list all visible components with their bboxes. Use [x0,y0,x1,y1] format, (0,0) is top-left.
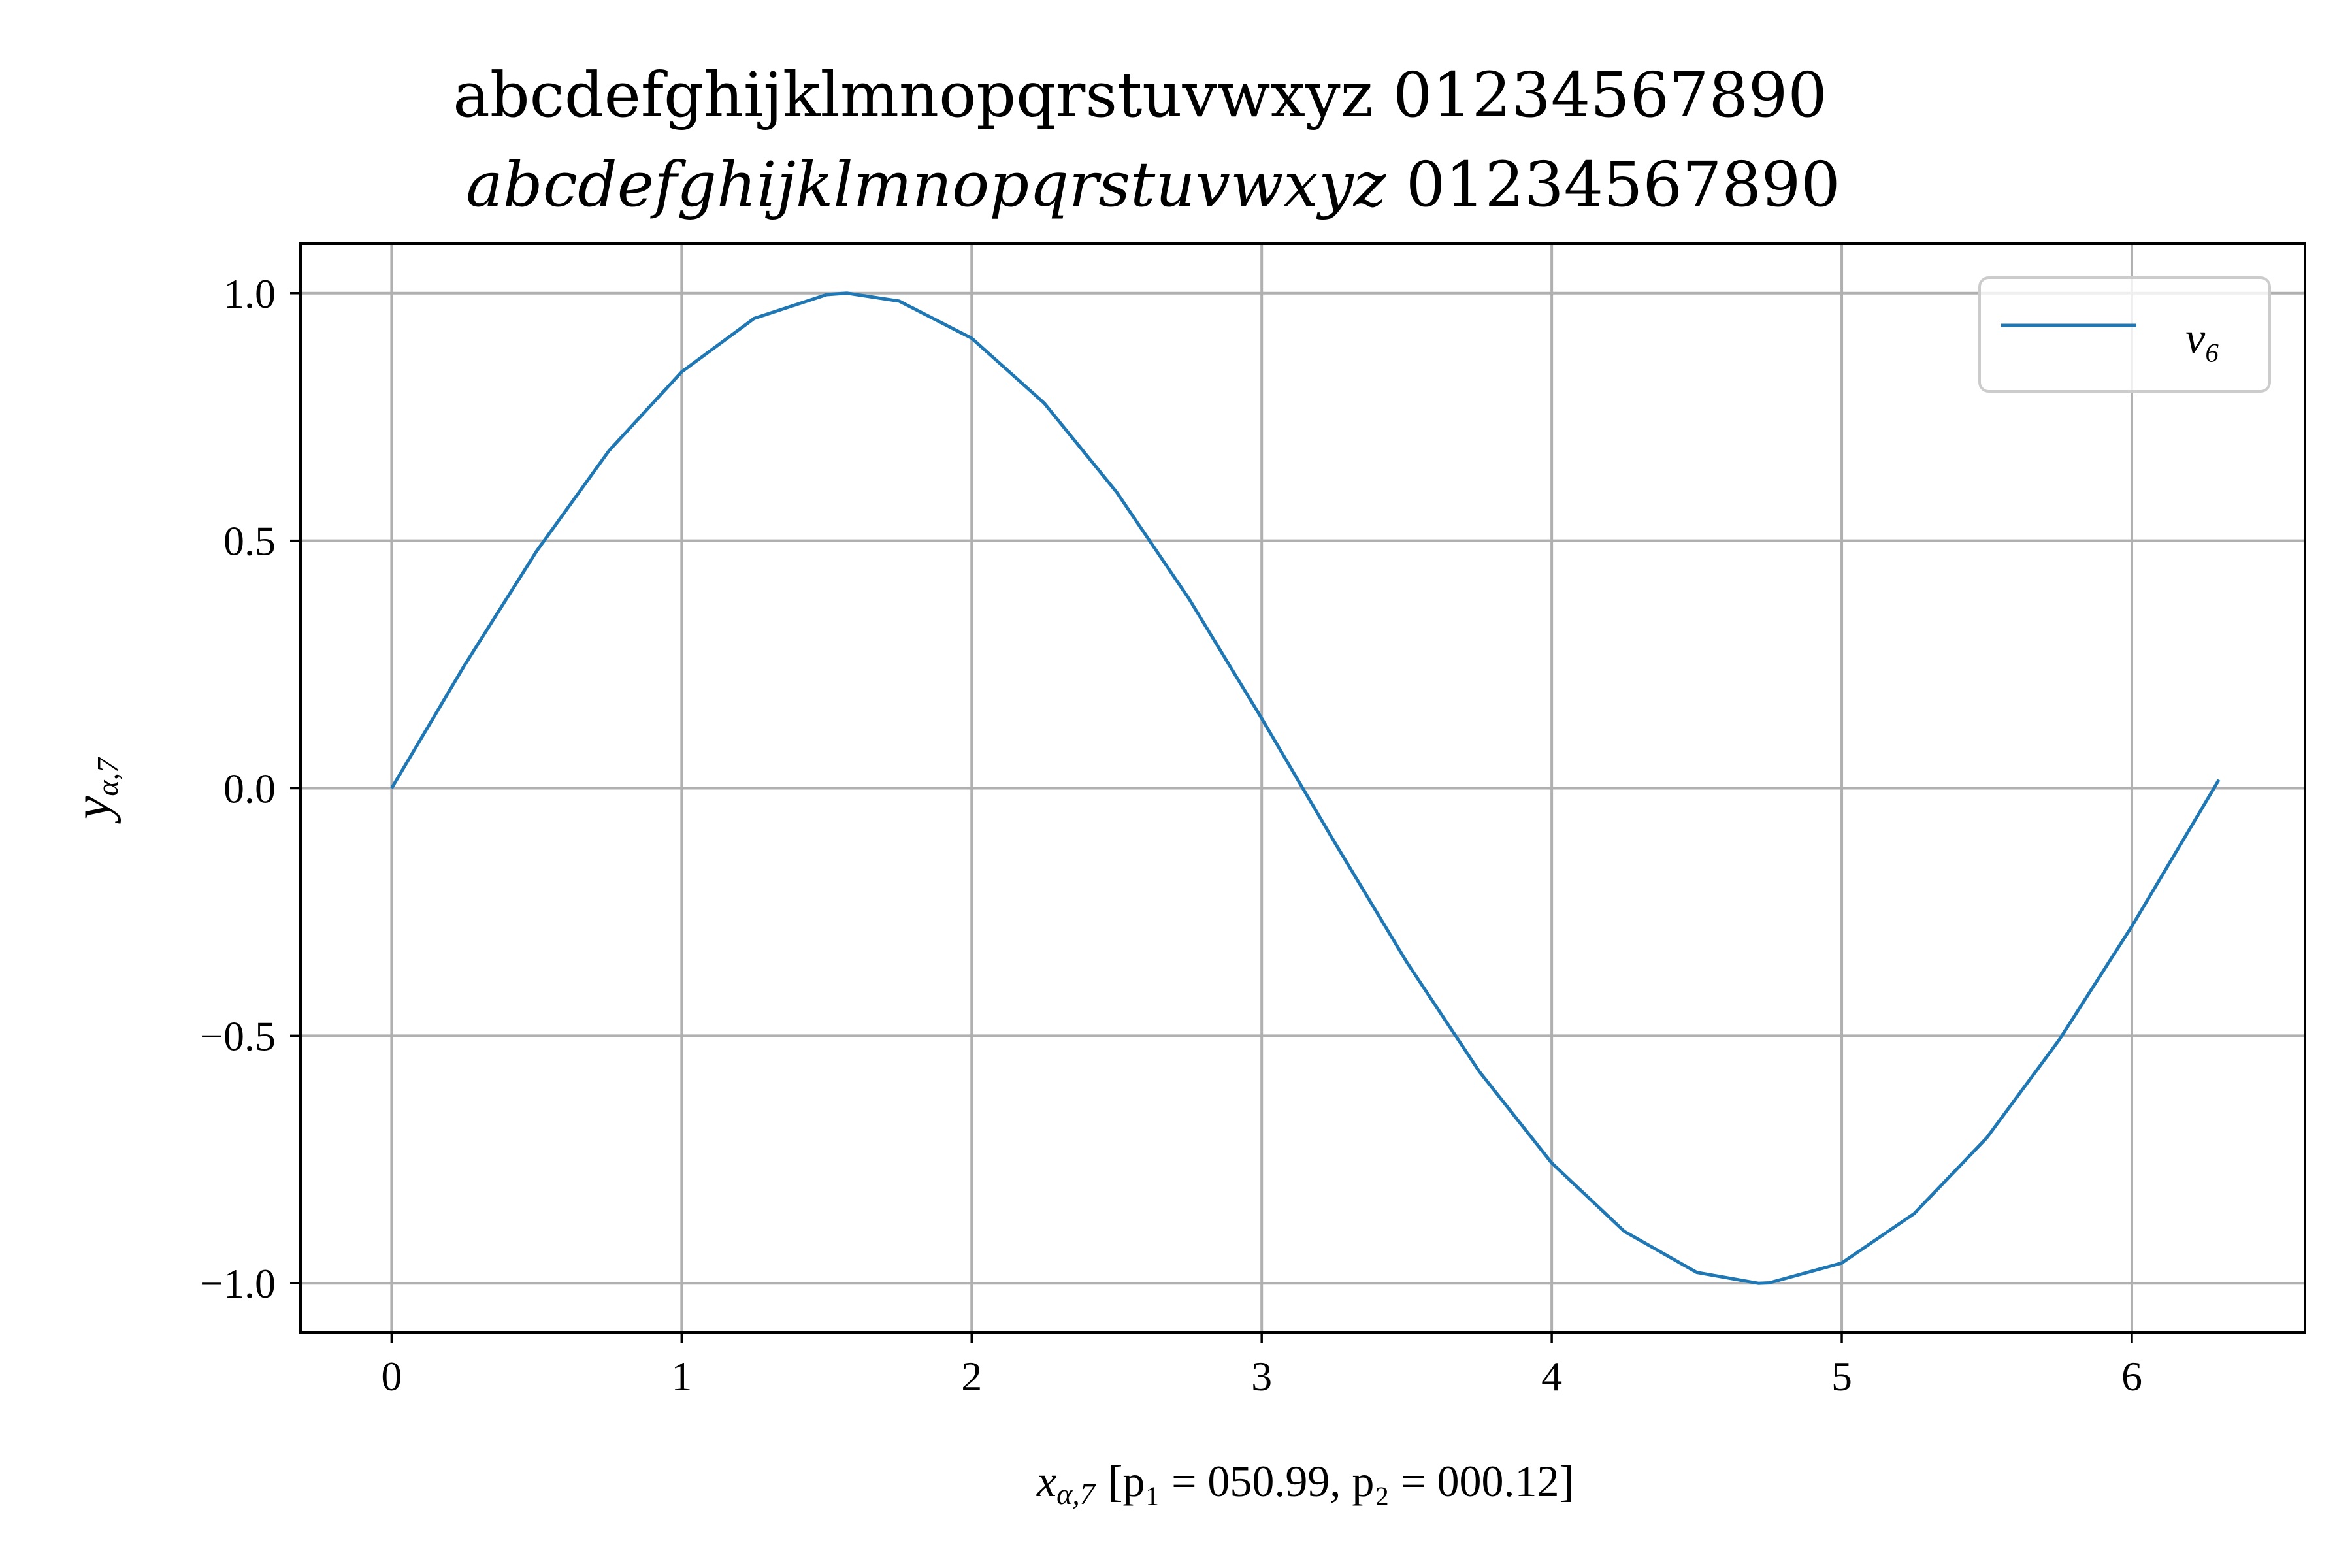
y-tick-label: −0.5 [200,1013,276,1059]
legend: v₆ [1978,276,2271,393]
legend-box [1978,276,2271,393]
x-tick-label: 4 [1541,1353,1562,1399]
chart-title-line2-digits: 01234567890 [1406,149,1840,221]
x-axis-label-params: [p₁ = 050.99, p₂ = 000.12] [1108,1456,1574,1506]
y-tick-label: 0.0 [223,766,276,812]
y-tick-label: 1.0 [223,270,276,317]
x-axis-label-sub: α,7 [1056,1477,1096,1511]
axis-ticks: 0 1 2 3 4 5 6 1.0 0.5 0.0 −0.5 −1.0 [200,270,2142,1399]
chart-title-line1: abcdefghijklmnopqrstuvwxyz 01234567890 [453,59,1827,131]
x-axis-label-var: x [1036,1456,1056,1506]
y-axis-label: yα,7 [64,757,124,824]
plot-area-frame [299,242,2306,1334]
x-tick-label: 2 [961,1353,982,1399]
series-layer [390,291,2221,1285]
x-tick-label: 3 [1251,1353,1272,1399]
chart-title-line2-italic: abcdefghijklmnopqrstuvwxyz [466,149,1386,221]
y-axis-label-var: y [64,796,122,824]
y-tick-label: −1.0 [200,1260,276,1307]
x-tick-label: 1 [671,1353,692,1399]
legend-label: v₆ [2185,313,2221,363]
x-tick-label: 5 [1831,1353,1852,1399]
x-tick-label: 0 [381,1353,402,1399]
y-axis-label-sub: α,7 [91,757,124,796]
series-line [390,291,2221,1285]
chart-title-line2: abcdefghijklmnopqrstuvwxyz 01234567890 [466,149,1840,221]
x-tick-label: 6 [2121,1353,2142,1399]
x-axis-label: xα,7 [p₁ = 050.99, p₂ = 000.12] [1036,1456,1574,1511]
y-tick-label: 0.5 [223,518,276,564]
